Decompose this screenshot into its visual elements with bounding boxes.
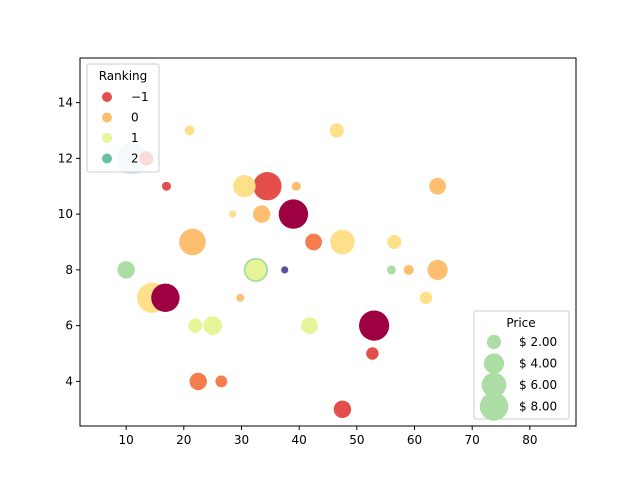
data-point-6	[253, 172, 282, 201]
x-tick-label-1: 20	[176, 433, 191, 447]
data-point-31	[189, 372, 207, 391]
legend-price: Price $ 2.00 $ 4.00 $ 6.00 $ 8.00	[473, 310, 570, 421]
y-tick-label-1: 6	[65, 319, 73, 333]
data-point-14	[330, 229, 355, 255]
data-point-27	[203, 316, 223, 335]
legend-ranking-frame	[86, 63, 160, 173]
x-tick-label-0: 10	[118, 433, 133, 447]
data-point-10	[253, 205, 271, 223]
legend-price-label-0: $ 2.00	[519, 335, 557, 349]
legend-ranking-marker-0	[102, 92, 112, 102]
data-point-29	[359, 310, 390, 341]
legend-price-label-1: $ 4.00	[519, 357, 557, 371]
data-point-5	[233, 175, 256, 198]
data-point-12	[179, 228, 206, 256]
legend-price-marker-3	[479, 392, 509, 421]
data-point-25	[419, 291, 433, 304]
data-point-21	[427, 259, 448, 280]
data-point-0	[184, 125, 195, 136]
legend-price-marker-0	[486, 334, 502, 350]
data-point-28	[301, 317, 318, 334]
legend-price-marker-2	[481, 372, 507, 398]
axes-frame	[79, 57, 577, 427]
data-point-15	[387, 234, 402, 250]
x-tick-label-3: 40	[292, 433, 307, 447]
data-point-18	[281, 266, 289, 274]
legend-ranking-title: Ranking	[99, 69, 148, 83]
x-tick-label-6: 70	[465, 433, 480, 447]
data-point-20	[403, 264, 414, 275]
legend-ranking-label-3: 2	[131, 152, 139, 166]
data-points	[115, 123, 448, 418]
legend-ranking-marker-1	[102, 112, 112, 123]
x-tick-label-4: 50	[349, 433, 364, 447]
data-point-9	[229, 210, 237, 218]
data-point-24	[236, 293, 245, 302]
legend-ranking-label-0: −1	[131, 90, 149, 104]
y-tick-label-4: 12	[58, 151, 73, 165]
data-point-13	[305, 233, 322, 251]
x-tick-label-7: 80	[522, 433, 537, 447]
y-tick-label-3: 10	[58, 207, 73, 221]
x-tick-label-5: 60	[407, 433, 422, 447]
legend-ranking: Ranking −1 0 1 2	[86, 63, 160, 173]
data-point-32	[215, 375, 228, 388]
legend-ranking-marker-2	[102, 133, 112, 143]
data-point-19	[386, 265, 396, 275]
data-point-26	[188, 318, 203, 333]
y-tick-label-0: 4	[65, 374, 73, 388]
data-point-23	[151, 283, 180, 312]
legend-price-label-2: $ 6.00	[519, 378, 557, 392]
data-point-17	[243, 257, 269, 283]
data-point-33	[333, 400, 352, 418]
x-tick-label-2: 30	[234, 433, 249, 447]
data-point-30	[366, 347, 379, 360]
data-point-7	[291, 181, 301, 191]
legend-ranking-marker-3	[102, 153, 112, 164]
legend-price-label-3: $ 8.00	[519, 400, 557, 414]
data-point-8	[429, 177, 446, 195]
data-point-11	[278, 199, 309, 229]
legend-price-title: Price	[506, 316, 535, 330]
data-point-16	[117, 261, 135, 279]
data-point-4	[162, 181, 171, 191]
legend-price-marker-1	[483, 353, 505, 374]
y-tick-label-2: 8	[65, 263, 73, 277]
legend-ranking-label-2: 1	[131, 131, 139, 145]
legend-ranking-label-1: 0	[131, 111, 139, 125]
y-tick-label-5: 14	[58, 96, 73, 110]
data-point-1	[329, 123, 344, 138]
